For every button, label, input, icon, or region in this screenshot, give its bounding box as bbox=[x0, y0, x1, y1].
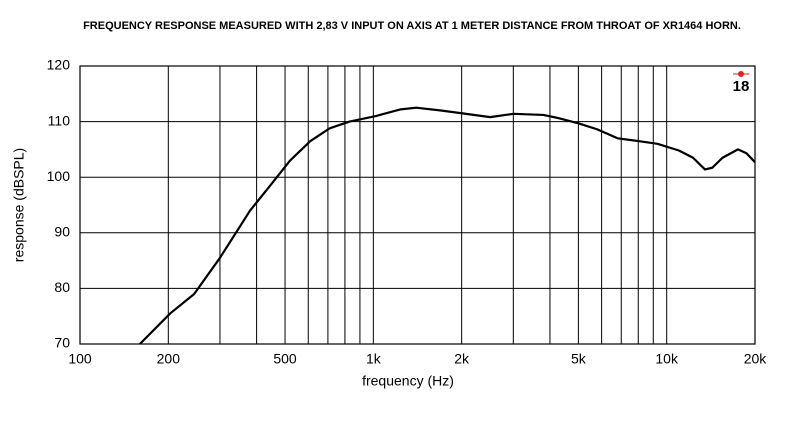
y-axis-label: response (dBSPL) bbox=[11, 148, 27, 262]
x-tick-label: 200 bbox=[157, 351, 181, 367]
x-tick-label: 2k bbox=[454, 351, 470, 367]
y-tick-label: 80 bbox=[54, 279, 70, 295]
x-tick-label: 1k bbox=[366, 351, 382, 367]
y-tick-label: 100 bbox=[47, 168, 71, 184]
x-tick-label: 100 bbox=[68, 351, 92, 367]
x-tick-label: 500 bbox=[273, 351, 297, 367]
logo-text: 18 bbox=[733, 78, 750, 95]
response-line bbox=[139, 106, 756, 345]
y-tick-label: 70 bbox=[54, 335, 70, 351]
y-tick-label: 90 bbox=[54, 224, 70, 240]
x-tick-label: 10k bbox=[655, 351, 679, 367]
x-axis-label: frequency (Hz) bbox=[362, 373, 454, 389]
x-tick-label: 5k bbox=[571, 351, 587, 367]
y-tick-label: 120 bbox=[47, 57, 71, 73]
chart-title: FREQUENCY RESPONSE MEASURED WITH 2,83 V … bbox=[83, 20, 741, 32]
y-tick-label: 110 bbox=[48, 112, 71, 128]
x-tick-label: 20k bbox=[744, 351, 768, 367]
